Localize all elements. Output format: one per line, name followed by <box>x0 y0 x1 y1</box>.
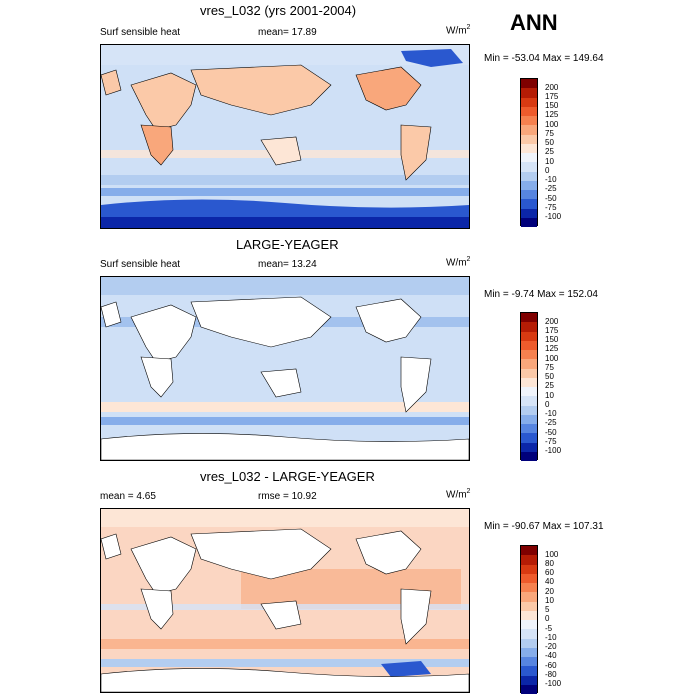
panel-3-map <box>100 508 470 693</box>
panel-2-colorbar <box>520 312 538 461</box>
panel-2-tick: -75 <box>545 437 557 446</box>
panel-3-tick: -100 <box>545 679 562 688</box>
panel-2-tick: 75 <box>545 363 554 372</box>
panel-3-tick: -5 <box>545 624 553 633</box>
panel-3-tick: 5 <box>545 605 550 614</box>
panel-2-tick: 25 <box>545 381 554 390</box>
panel-2-title: LARGE-YEAGER <box>236 237 339 252</box>
panel-2-tick: 50 <box>545 372 554 381</box>
panel-2-tick: -100 <box>545 446 562 455</box>
panel-2-tick: -10 <box>545 409 557 418</box>
panel-1-tick: 175 <box>545 92 559 101</box>
panel-2-minmax: Min = -9.74 Max = 152.04 <box>484 289 598 300</box>
panel-1-units: W/m2 <box>446 24 471 37</box>
panel-2-mean-label: mean= 13.24 <box>258 259 317 270</box>
panel-3-tick: 20 <box>545 587 554 596</box>
panel-2-tick: 10 <box>545 391 554 400</box>
panel-3-tick: -10 <box>545 633 557 642</box>
panel-1-variable-label: Surf sensible heat <box>100 27 181 38</box>
panel-3-tick: 60 <box>545 568 554 577</box>
panel-1-tick: -50 <box>545 194 557 203</box>
season-label: ANN <box>510 10 558 35</box>
panel-1-minmax: Min = -53.04 Max = 149.64 <box>484 53 604 64</box>
panel-2-variable-label: Surf sensible heat <box>100 259 181 270</box>
panel-1-tick: -25 <box>545 184 557 193</box>
panel-3-tick: 10 <box>545 596 554 605</box>
panel-2-tick: -25 <box>545 418 557 427</box>
panel-2-tick: 150 <box>545 335 559 344</box>
panel-1-tick: 100 <box>545 120 559 129</box>
panel-2-map <box>100 276 470 461</box>
panel-3-rmse-label: rmse = 10.92 <box>258 491 317 502</box>
panel-3-tick: 0 <box>545 614 550 623</box>
panel-1-tick: 150 <box>545 101 559 110</box>
panel-1-tick: 10 <box>545 157 554 166</box>
panel-2-tick: 125 <box>545 344 559 353</box>
panel-1-tick: 50 <box>545 138 554 147</box>
panel-3-tick: -20 <box>545 642 557 651</box>
panel-3-minmax: Min = -90.67 Max = 107.31 <box>484 521 604 532</box>
panel-3-tick: -40 <box>545 651 557 660</box>
panel-1-mean-label: mean= 17.89 <box>258 27 317 38</box>
panel-1-tick: -100 <box>545 212 562 221</box>
panel-3-tick: 40 <box>545 577 554 586</box>
panel-3-units: W/m2 <box>446 488 471 501</box>
panel-1-title: vres_L032 (yrs 2001-2004) <box>200 3 357 18</box>
panel-1-tick: -75 <box>545 203 557 212</box>
panel-3-tick: -80 <box>545 670 557 679</box>
panel-1-tick: -10 <box>545 175 557 184</box>
panel-2-tick: 100 <box>545 354 559 363</box>
panel-1-tick: 75 <box>545 129 554 138</box>
panel-1-tick: 25 <box>545 147 554 156</box>
panel-3-mean-label: mean = 4.65 <box>100 491 156 502</box>
panel-2-tick: 0 <box>545 400 550 409</box>
panel-1-colorbar <box>520 78 538 227</box>
panel-1-map <box>100 44 470 229</box>
panel-3-tick: 80 <box>545 559 554 568</box>
panel-1-tick: 0 <box>545 166 550 175</box>
panel-3-colorbar <box>520 545 538 694</box>
panel-2-tick: -50 <box>545 428 557 437</box>
panel-3-tick: 100 <box>545 550 559 559</box>
panel-1-tick: 125 <box>545 110 559 119</box>
panel-3-tick: -60 <box>545 661 557 670</box>
panel-1-tick: 200 <box>545 83 559 92</box>
panel-3-title: vres_L032 - LARGE-YEAGER <box>200 469 375 484</box>
panel-2-units: W/m2 <box>446 256 471 269</box>
panel-2-tick: 200 <box>545 317 559 326</box>
panel-2-tick: 175 <box>545 326 559 335</box>
